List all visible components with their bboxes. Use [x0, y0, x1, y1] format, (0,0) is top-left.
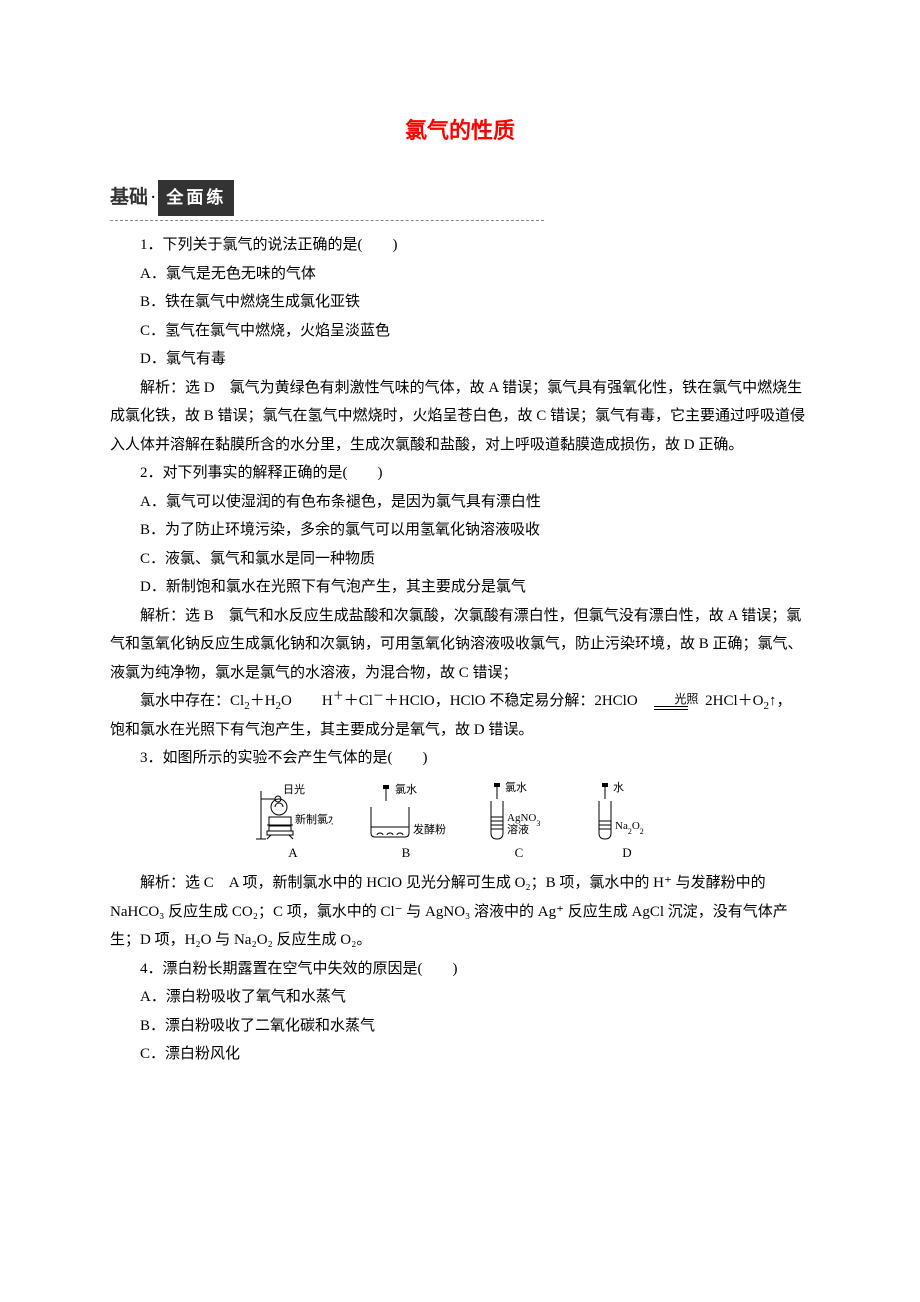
q2-exp2e: ＋HClO，HClO 不稳定易分解：2HClO [384, 693, 638, 709]
q1-B: B．铁在氯气中燃烧生成氯化亚铁 [110, 288, 810, 317]
q1-D: D．氯气有毒 [110, 345, 810, 374]
fig-D-top: 水 [613, 781, 624, 794]
q1-A: A．氯气是无色无味的气体 [110, 260, 810, 289]
q2-exp2a: 氯水中存在：Cl [140, 693, 244, 709]
svg-text:Na2O2: Na2O2 [615, 820, 644, 836]
q2-stem: 2．对下列事实的解释正确的是( ) [110, 459, 810, 488]
fig-A: 日光 新制氯水 A [253, 781, 333, 862]
q2-exp2f: 2HCl＋O [705, 693, 763, 709]
q4-A: A．漂白粉吸收了氧气和水蒸气 [110, 983, 810, 1012]
fig-A-label: A [253, 845, 333, 862]
q2-B: B．为了防止环境污染，多余的氯气可以用氢氧化钠溶液吸收 [110, 516, 810, 545]
beaker-on-stand-icon: 日光 新制氯水 [253, 781, 333, 843]
experiment-figures: 日光 新制氯水 A 氯水 发酵粉 [110, 781, 810, 862]
fig-B-top: 氯水 [395, 782, 417, 796]
fig-B-label: B [361, 845, 451, 862]
sup-plus: ＋ [333, 690, 344, 702]
q2-exp2c: O H [281, 693, 333, 709]
fig-D-side1: Na [615, 820, 628, 832]
fig-C-side1: AgNO [507, 812, 536, 824]
rxn-line-2 [654, 709, 688, 710]
q4-B: B．漂白粉吸收了二氧化碳和水蒸气 [110, 1012, 810, 1041]
fig-A-side: 新制氯水 [295, 812, 333, 826]
fig-C-label: C [479, 845, 559, 862]
q3-explanation: 解析：选 C A 项，新制氯水中的 HClO 见光分解可生成 O₂；B 项，氯水… [110, 869, 810, 955]
section-header: 基础 · 全面练 [110, 180, 810, 216]
rxn-condition: 光照 [644, 693, 698, 705]
q2-exp1: 解析：选 B 氯气和水反应生成盐酸和次氯酸，次氯酸有漂白性，但氯气没有漂白性，故… [110, 602, 810, 688]
q3-stem: 3．如图所示的实验不会产生气体的是( ) [110, 744, 810, 773]
dashed-divider [110, 220, 544, 221]
q2-C: C．液氯、氯气和氯水是同一种物质 [110, 545, 810, 574]
test-tube-dropper-icon: 氯水 AgNO3 溶液 [479, 781, 559, 843]
fig-D-side2: O [632, 820, 640, 832]
section-lead: 基础 [110, 180, 148, 216]
q2-A: A．氯气可以使湿润的有色布条褪色，是因为氯气具有漂白性 [110, 488, 810, 517]
beaker-dropper-icon: 氯水 发酵粉 [361, 781, 451, 843]
fig-C: 氯水 AgNO3 溶液 C [479, 781, 559, 862]
q2-exp2: 氯水中存在：Cl2＋H2O H＋＋Cl－＋HClO，HClO 不稳定易分解：2H… [110, 687, 810, 716]
q1-explanation: 解析：选 D 氯气为黄绿色有刺激性气味的气体，故 A 错误；氯气具有强氧化性，铁… [110, 374, 810, 460]
q1-C: C．氢气在氯气中燃烧，火焰呈淡蓝色 [110, 317, 810, 346]
fig-C-side2: 溶液 [507, 822, 529, 836]
fig-D-label: D [587, 845, 667, 862]
q4-stem: 4．漂白粉长期露置在空气中失效的原因是( ) [110, 955, 810, 984]
fig-B: 氯水 发酵粉 B [361, 781, 451, 862]
q2-exp3: 饱和氯水在光照下有气泡产生，其主要成分是氧气，故 D 错误。 [110, 716, 810, 745]
rxn-line-1 [654, 706, 688, 707]
q2-exp2g: ↑， [769, 693, 792, 709]
q4-C: C．漂白粉风化 [110, 1040, 810, 1069]
page-title: 氯气的性质 [110, 110, 810, 152]
fig-B-side: 发酵粉 [413, 822, 446, 836]
q1-stem: 1．下列关于氯气的说法正确的是( ) [110, 231, 810, 260]
section-pill: 全面练 [158, 180, 234, 216]
q2-exp2d: ＋Cl [344, 693, 373, 709]
fig-D: 水 Na2O2 D [587, 781, 667, 862]
fig-C-top: 氯水 [505, 781, 527, 794]
q2-D: D．新制饱和氯水在光照下有气泡产生，其主要成分是氯气 [110, 573, 810, 602]
fig-A-top: 日光 [283, 782, 305, 796]
sup-minus: － [373, 690, 384, 702]
test-tube-dropper-icon: 水 Na2O2 [587, 781, 667, 843]
page: 氯气的性质 基础 · 全面练 1．下列关于氯气的说法正确的是( ) A．氯气是无… [0, 0, 920, 1302]
reaction-arrow: 光照 [644, 693, 698, 710]
q2-exp2b: ＋H [250, 693, 276, 709]
section-dot: · [150, 180, 156, 216]
